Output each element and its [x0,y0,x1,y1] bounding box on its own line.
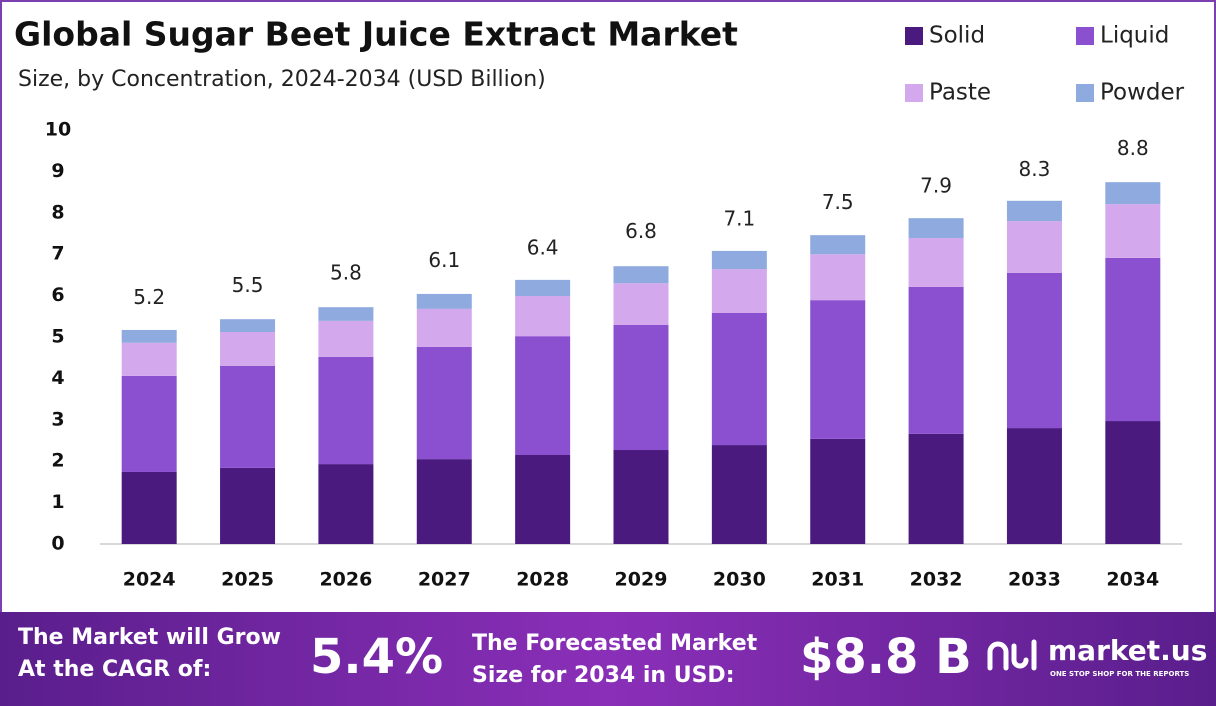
x-tick-label: 2025 [221,569,274,591]
bar-segment [810,300,866,439]
bar-segment [121,375,177,472]
y-tick-label: 5 [51,326,64,348]
y-tick-label: 9 [51,160,64,182]
legend-label: Powder [1100,80,1185,106]
bar-segment [318,464,374,544]
bar-segment [908,286,964,434]
x-tick-label: 2029 [615,569,668,591]
legend-label: Liquid [1100,23,1169,49]
bar-segment [613,324,669,451]
total-label: 6.1 [428,248,460,272]
total-label: 6.4 [527,236,559,260]
bar-segment [1105,204,1161,258]
total-label: 5.5 [232,273,264,297]
bar-segment [1105,182,1161,205]
bar-segment [1006,272,1062,429]
legend-swatch [905,84,923,102]
cagr-text: The Market will Grow [18,625,281,650]
bar-segment [220,365,276,468]
chart-title: Global Sugar Beet Juice Extract Market [14,15,738,54]
bar-segment [908,218,964,239]
bar-segment [121,471,177,544]
x-tick-label: 2032 [910,569,963,591]
footer: The Market will Grow At the CAGR of: 5.4… [18,625,1207,688]
bar-segment [416,293,472,309]
total-label: 7.5 [822,190,854,214]
y-tick-label: 7 [51,243,64,265]
bar-segment [416,346,472,460]
total-label: 6.8 [625,219,657,243]
cagr-value: 5.4% [310,629,443,685]
brand-logo [987,639,1037,671]
y-tick-label: 3 [51,408,64,430]
bar-segment [515,336,571,455]
bar-segment [318,307,374,321]
bar-segment [908,238,964,287]
total-label: 5.8 [330,260,362,284]
x-tick-label: 2024 [123,569,176,591]
bar-segment [121,342,177,376]
forecast-text: The Forecasted Market [472,631,758,656]
legend-swatch [905,27,923,45]
tagline: ONE STOP SHOP FOR THE REPORTS [1050,670,1189,678]
y-tick-label: 4 [51,367,64,389]
total-label: 8.8 [1117,136,1149,160]
bar-segment [1105,421,1161,544]
bar-segment [515,296,571,337]
bar-segment [1105,257,1161,422]
total-label: 5.2 [133,285,165,309]
bar-segment [613,450,669,544]
x-tick-label: 2033 [1008,569,1061,591]
bar-segment [711,445,767,544]
y-tick-label: 0 [51,533,64,555]
bar-segment [810,438,866,544]
legend-label: Solid [929,23,985,49]
x-tick-label: 2034 [1106,569,1159,591]
legend-label: Paste [929,80,991,106]
y-tick-label: 2 [51,450,64,472]
forecast-text: Size for 2034 in USD: [472,663,735,688]
cagr-text: At the CAGR of: [18,657,211,682]
total-label: 7.1 [723,207,755,231]
chart-subtitle: Size, by Concentration, 2024-2034 (USD B… [18,67,546,92]
brand: market.us [1048,634,1207,667]
y-tick-label: 1 [51,491,64,513]
bar-segment [711,269,767,313]
bar-segment [318,356,374,465]
bar-segment [515,279,571,297]
bar-segment [121,329,177,343]
bar-segment [416,308,472,347]
bar-segment [711,250,767,270]
total-label: 7.9 [920,173,952,197]
legend-swatch [1076,27,1094,45]
bar-segment [1006,428,1062,544]
bar-segment [220,332,276,366]
x-tick-label: 2026 [319,569,372,591]
bar-segment [220,319,276,333]
y-tick-label: 6 [51,284,64,306]
x-tick-label: 2031 [811,569,864,591]
bar-segment [515,454,571,544]
bar-segment [613,266,669,284]
bar-segment [318,320,374,357]
total-label: 8.3 [1019,157,1051,181]
bar-segment [711,312,767,446]
legend-swatch [1076,84,1094,102]
bar-segment [908,433,964,544]
bar-segment [810,235,866,255]
bar-segment [220,467,276,544]
bar-segment [613,283,669,325]
bar-segment [1006,221,1062,273]
bar-segment [416,459,472,544]
y-tick-label: 8 [51,201,64,223]
x-tick-label: 2028 [516,569,569,591]
bar-segment [810,254,866,301]
forecast-value: $8.8 B [800,629,972,685]
x-tick-label: 2027 [418,569,471,591]
x-tick-label: 2030 [713,569,766,591]
y-tick-label: 10 [45,119,71,141]
bar-segment [1006,200,1062,222]
